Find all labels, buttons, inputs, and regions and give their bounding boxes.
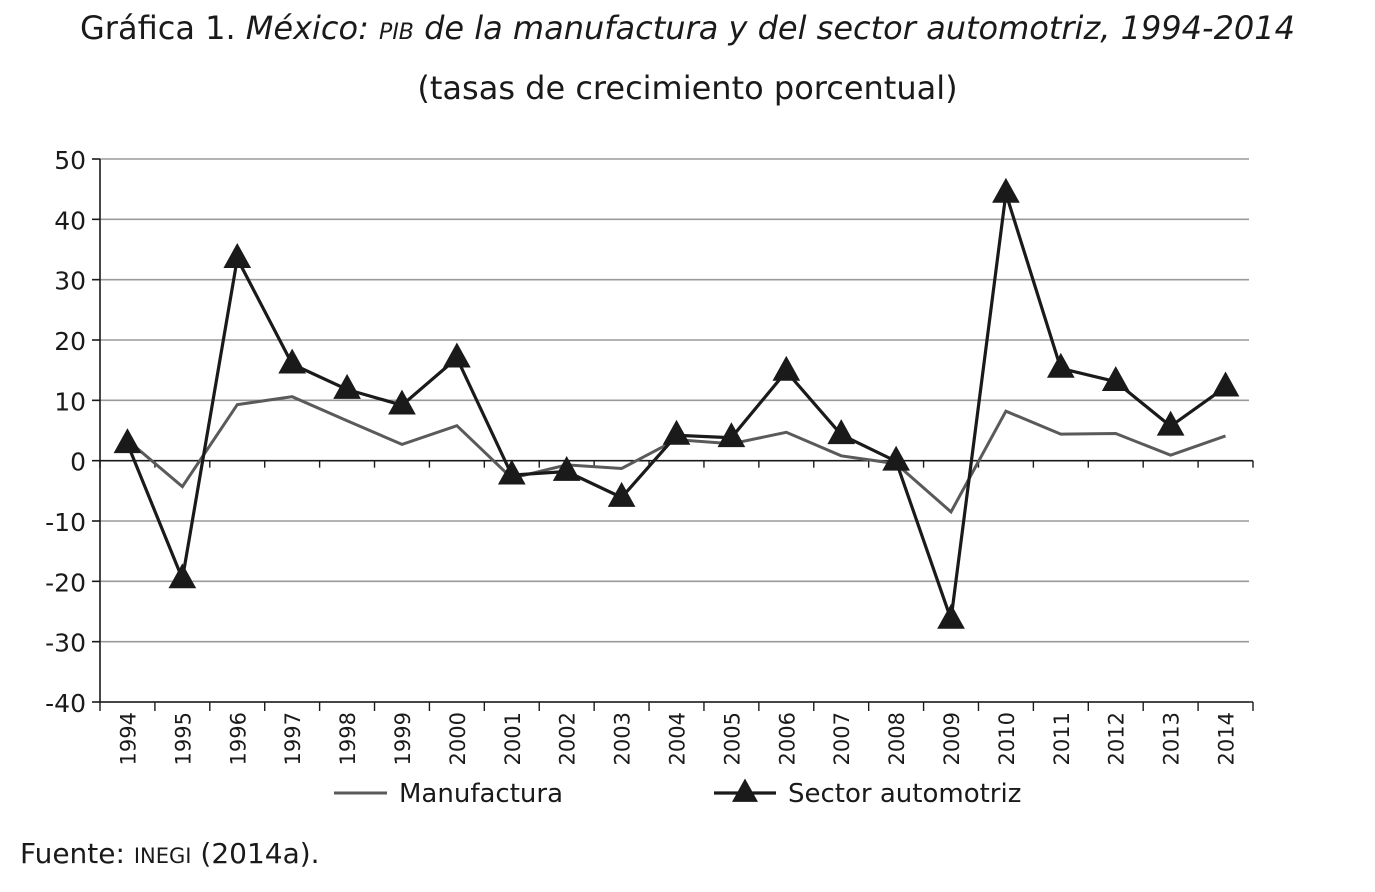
x-tick-label: 2000 — [446, 712, 470, 765]
x-tick-label: 1998 — [336, 712, 360, 765]
y-tick-label: 20 — [54, 327, 86, 356]
x-tick-label: 2012 — [1105, 712, 1129, 765]
x-tick-label: 1995 — [171, 712, 195, 765]
x-tick-label: 2003 — [611, 712, 635, 765]
data-point-marker — [1156, 410, 1185, 436]
data-point-marker — [717, 422, 746, 448]
source-label: Fuente: — [20, 837, 125, 870]
y-tick-label: 40 — [54, 206, 86, 235]
x-tick-label: 1996 — [226, 712, 250, 765]
x-tick-label: 2011 — [1050, 712, 1074, 765]
x-tick-label: 2006 — [775, 712, 799, 765]
x-tick-label: 2007 — [830, 712, 854, 765]
data-point-marker — [992, 177, 1020, 203]
x-tick-label: 2002 — [556, 712, 580, 765]
data-point-marker — [552, 455, 581, 481]
legend: Manufactura Sector automotriz — [334, 778, 1021, 809]
x-tick-label: 2009 — [940, 712, 964, 765]
chart-title: Gráfica 1. México: PIB de la manufactura… — [0, 6, 1375, 55]
x-tick-label: 2008 — [885, 712, 909, 765]
series-line-sector-automotriz — [126, 192, 1227, 620]
x-tick-label: 1999 — [391, 712, 415, 765]
x-tick-label: 1997 — [281, 712, 305, 765]
data-point-marker — [937, 603, 965, 629]
x-tick-label: 2013 — [1160, 712, 1184, 765]
data-point-marker — [443, 342, 471, 368]
legend-label-manufactura: Manufactura — [399, 779, 563, 809]
axes — [92, 158, 1254, 711]
title-prefix: Gráfica 1. — [80, 9, 236, 47]
data-point-marker — [1211, 371, 1240, 397]
y-tick-label: -40 — [45, 689, 86, 718]
y-tick-label: 30 — [54, 267, 86, 296]
data-point-marker — [388, 389, 416, 415]
y-tick-label: 50 — [54, 146, 86, 175]
y-tick-label: -20 — [45, 568, 86, 597]
x-tick-label: 2010 — [995, 712, 1019, 765]
x-tick-label: 2001 — [501, 712, 525, 765]
y-tick-label: 0 — [70, 448, 86, 477]
legend-triangle-icon — [732, 778, 758, 802]
source-note: Fuente: INEGI (2014a). — [20, 834, 320, 876]
x-tick-label: 2004 — [666, 712, 690, 765]
data-point-marker — [882, 445, 910, 471]
y-tick-label: -10 — [45, 508, 86, 537]
series-line-manufactura — [126, 395, 1226, 515]
source-ref: (2014a). — [200, 837, 320, 870]
data-point-marker — [113, 428, 142, 454]
data-point-marker — [333, 373, 361, 399]
x-tick-label: 2005 — [720, 712, 744, 765]
data-point-marker — [168, 563, 197, 589]
data-point-marker — [278, 348, 307, 374]
x-tick-label: 1994 — [116, 712, 140, 765]
data-point-marker — [1101, 366, 1130, 392]
data-point-marker — [772, 355, 801, 381]
y-tick-label: -30 — [45, 629, 86, 658]
legend-label-sector-automotriz: Sector automotriz — [788, 779, 1021, 809]
data-point-marker — [497, 459, 526, 485]
series-lines — [113, 177, 1240, 629]
title-rest: de la manufactura y del sector automotri… — [424, 9, 1295, 47]
data-point-marker — [607, 481, 636, 507]
title-abbr: PIB — [379, 20, 414, 45]
data-point-marker — [827, 419, 856, 445]
data-point-marker — [662, 419, 691, 445]
chart-subtitle: (tasas de crecimiento porcentual) — [417, 69, 958, 107]
title-country: México: — [245, 9, 369, 47]
data-point-marker — [1046, 352, 1075, 378]
x-tick-labels: 1994 1995 1996 1997 1998 1999 2000 2001 2002 2003… — [116, 712, 1238, 765]
data-point-marker — [223, 243, 252, 268]
source-org: INEGI — [133, 844, 192, 868]
x-tick-label: 2014 — [1215, 712, 1239, 765]
y-tick-labels: 50 40 30 20 10 0 -10 -20 -30 -40 — [45, 146, 86, 718]
y-tick-label: 10 — [54, 387, 86, 416]
